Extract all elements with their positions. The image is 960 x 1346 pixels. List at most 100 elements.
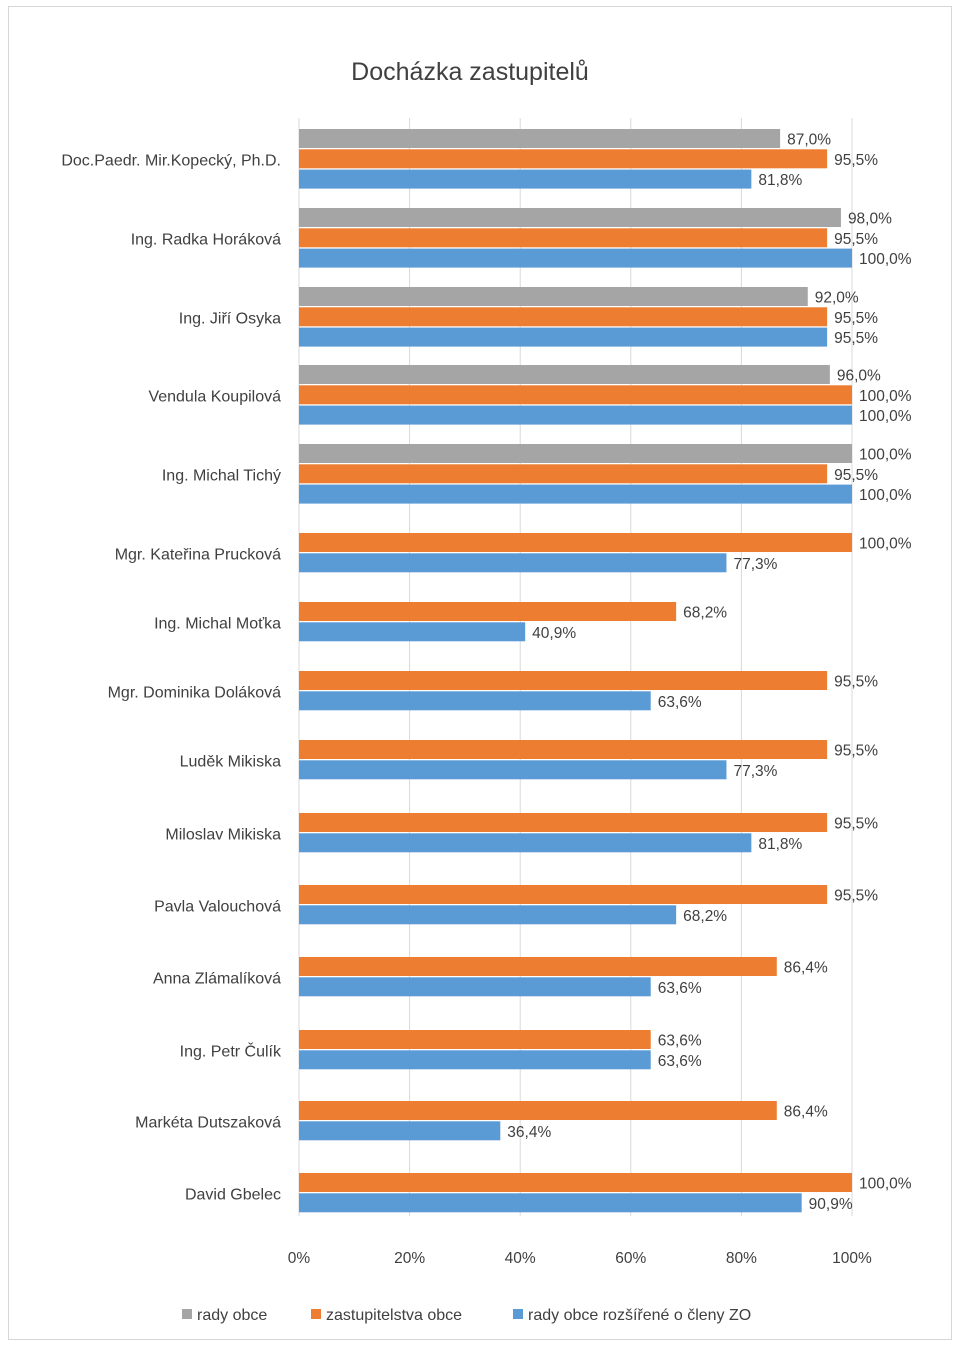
bar bbox=[299, 1050, 651, 1070]
data-label: 87,0% bbox=[787, 132, 831, 149]
data-label: 92,0% bbox=[815, 290, 859, 307]
bar bbox=[299, 464, 828, 484]
category-label: Doc.Paedr. Mir.Kopecký, Ph.D. bbox=[61, 152, 281, 169]
bar bbox=[299, 307, 828, 327]
x-tick-label: 100% bbox=[832, 1250, 872, 1267]
data-label: 100,0% bbox=[859, 388, 912, 405]
category-label: Miloslav Mikiska bbox=[165, 826, 281, 843]
data-label: 100,0% bbox=[859, 447, 912, 464]
legend-label: rady obce rozšířené o členy ZO bbox=[528, 1307, 751, 1324]
category-label: Markéta Dutszaková bbox=[135, 1114, 281, 1131]
bar bbox=[299, 327, 828, 347]
data-label: 63,6% bbox=[658, 694, 702, 711]
bar bbox=[299, 444, 852, 463]
category-labels: Doc.Paedr. Mir.Kopecký, Ph.D. Ing. Radka … bbox=[61, 152, 282, 1203]
category-label: Ing. Michal Moťka bbox=[154, 615, 281, 632]
bar bbox=[299, 208, 841, 227]
data-label: 63,6% bbox=[658, 1033, 702, 1050]
data-label: 40,9% bbox=[532, 625, 576, 642]
legend-label: rady obce bbox=[197, 1307, 267, 1324]
data-label: 90,9% bbox=[809, 1196, 853, 1213]
data-label: 98,0% bbox=[848, 211, 892, 228]
category-label: Mgr. Dominika Doláková bbox=[108, 684, 282, 701]
data-label: 63,6% bbox=[658, 1053, 702, 1070]
bar bbox=[299, 760, 727, 780]
legend-swatch bbox=[311, 1309, 321, 1319]
legend-swatch bbox=[513, 1309, 523, 1319]
bar bbox=[299, 484, 852, 504]
category-label: Luděk Mikiska bbox=[180, 753, 281, 770]
bar bbox=[299, 365, 830, 384]
bar bbox=[299, 405, 852, 425]
category-label: David Gbelec bbox=[185, 1186, 281, 1203]
data-label: 77,3% bbox=[733, 763, 777, 780]
x-tick-label: 0% bbox=[288, 1250, 311, 1267]
data-label: 95,5% bbox=[834, 330, 878, 347]
data-label: 81,8% bbox=[758, 172, 802, 189]
data-label: 100,0% bbox=[859, 536, 912, 553]
data-label: 68,2% bbox=[683, 908, 727, 925]
bar bbox=[299, 149, 828, 169]
data-label: 100,0% bbox=[859, 1176, 912, 1193]
data-label: 68,2% bbox=[683, 605, 727, 622]
bar bbox=[299, 228, 828, 248]
bar bbox=[299, 885, 828, 904]
category-label: Ing. Michal Tichý bbox=[162, 467, 281, 484]
legend-swatch bbox=[182, 1309, 192, 1319]
bar bbox=[299, 248, 852, 268]
bar bbox=[299, 977, 651, 997]
data-label: 86,4% bbox=[784, 1104, 828, 1121]
data-label: 95,5% bbox=[834, 310, 878, 327]
legend: rady obce zastupitelstva obce rady obce ro… bbox=[182, 1307, 751, 1324]
bar bbox=[299, 1193, 802, 1213]
bar bbox=[299, 671, 828, 690]
category-label: Vendula Koupilová bbox=[148, 388, 281, 405]
bar bbox=[299, 833, 752, 853]
category-label: Pavla Valouchová bbox=[154, 898, 281, 915]
bar bbox=[299, 813, 828, 832]
data-label: 95,5% bbox=[834, 152, 878, 169]
bar-labels: 87,0%95,5%81,8%98,0%95,5%100,0%92,0%95,5… bbox=[507, 132, 911, 1213]
data-label: 100,0% bbox=[859, 251, 912, 268]
bar bbox=[299, 602, 677, 621]
bar bbox=[299, 533, 852, 552]
x-tick-label: 20% bbox=[394, 1250, 425, 1267]
data-label: 86,4% bbox=[784, 960, 828, 977]
data-label: 100,0% bbox=[859, 408, 912, 425]
data-label: 95,5% bbox=[834, 743, 878, 760]
category-label: Ing. Petr Čulík bbox=[180, 1041, 282, 1060]
data-label: 63,6% bbox=[658, 980, 702, 997]
bar bbox=[299, 553, 727, 573]
data-label: 100,0% bbox=[859, 487, 912, 504]
data-label: 95,5% bbox=[834, 888, 878, 905]
data-label: 95,5% bbox=[834, 231, 878, 248]
bar bbox=[299, 957, 777, 976]
data-label: 77,3% bbox=[733, 556, 777, 573]
chart-title: Docházka zastupitelů bbox=[351, 58, 589, 86]
x-tick-label: 80% bbox=[726, 1250, 757, 1267]
data-label: 95,5% bbox=[834, 467, 878, 484]
bar bbox=[299, 169, 752, 189]
bar bbox=[299, 1101, 777, 1120]
bar bbox=[299, 1121, 501, 1141]
data-label: 95,5% bbox=[834, 816, 878, 833]
category-label: Mgr. Kateřina Prucková bbox=[115, 546, 281, 563]
bar bbox=[299, 129, 781, 148]
bar bbox=[299, 287, 808, 306]
x-tick-labels: 0% 20% 40% 60% 80% 100% bbox=[288, 1250, 872, 1267]
category-label: Ing. Jiří Osyka bbox=[179, 310, 281, 327]
bar bbox=[299, 905, 677, 925]
x-tick-label: 40% bbox=[505, 1250, 536, 1267]
bars bbox=[299, 129, 852, 1213]
category-label: Anna Zlámalíková bbox=[153, 970, 281, 987]
data-label: 36,4% bbox=[507, 1124, 551, 1141]
legend-label: zastupitelstva obce bbox=[326, 1307, 462, 1324]
x-tick-label: 60% bbox=[615, 1250, 646, 1267]
data-label: 95,5% bbox=[834, 674, 878, 691]
category-label: Ing. Radka Horáková bbox=[131, 231, 281, 248]
bar bbox=[299, 385, 852, 405]
bar bbox=[299, 622, 526, 642]
bar bbox=[299, 1173, 852, 1192]
data-label: 81,8% bbox=[758, 836, 802, 853]
